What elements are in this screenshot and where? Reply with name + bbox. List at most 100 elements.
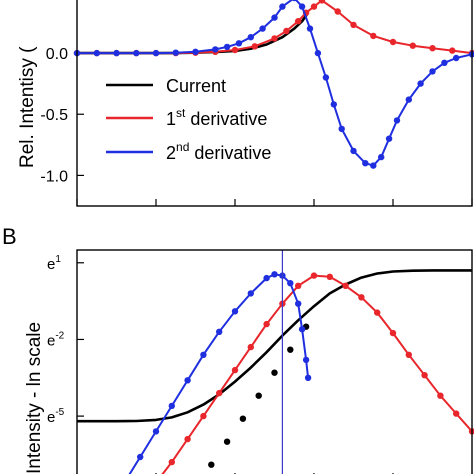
data-point-2nd-derivative (271, 271, 278, 278)
y-tick-label: e-2 (47, 330, 65, 349)
data-point-1st-derivative (374, 309, 381, 316)
legend-label-second-derivative: 2nd derivative (166, 140, 271, 163)
data-point-1st-derivative (231, 46, 239, 54)
legend: Current 1st derivative 2nd derivative (106, 76, 271, 163)
data-point-2nd-derivative (137, 453, 144, 461)
data-point-2nd-derivative (113, 49, 120, 57)
data-point-current-dotted (255, 392, 262, 399)
data-point-2nd-derivative (212, 46, 219, 53)
data-point-2nd-derivative (271, 14, 278, 21)
legend-label-current: Current (166, 76, 226, 96)
data-point-2nd-derivative (429, 68, 436, 75)
data-point-2nd-derivative (93, 49, 101, 57)
data-point-current-dotted (239, 415, 247, 422)
data-point-2nd-derivative (279, 3, 286, 10)
data-point-2nd-derivative (259, 25, 266, 32)
data-point-1st-derivative (342, 282, 349, 289)
panel-a-y-ticks: 0.0 -0.5 -1.0 (40, 46, 84, 185)
data-point-2nd-derivative (370, 162, 377, 169)
data-point-2nd-derivative (393, 117, 401, 124)
data-point-2nd-derivative (306, 25, 314, 32)
data-point-1st-derivative (358, 294, 365, 301)
data-point-2nd-derivative (338, 125, 345, 133)
data-point-1st-derivative (247, 343, 254, 351)
data-point-2nd-derivative (453, 54, 460, 62)
y-tick-label: 0.0 (46, 46, 68, 63)
data-point-2nd-derivative (441, 59, 448, 66)
data-point-1st-derivative (389, 38, 397, 46)
data-point-current-dotted (223, 438, 231, 445)
data-point-2nd-derivative (223, 43, 231, 51)
data-point-1st-derivative (168, 458, 175, 466)
data-point-1st-derivative (295, 282, 302, 289)
data-point-2nd-derivative (192, 48, 199, 55)
y-tick-label: -1.0 (40, 168, 68, 185)
data-point-2nd-derivative (172, 49, 179, 56)
data-point-1st-derivative (326, 273, 333, 280)
y-tick-label: -0.5 (40, 107, 68, 124)
panel-b-ylabel: Intensity - ln scale (24, 322, 45, 474)
data-point-2nd-derivative (322, 74, 330, 81)
data-point-1st-derivative (437, 392, 444, 399)
data-point-2nd-derivative (247, 34, 254, 41)
data-point-2nd-derivative (314, 49, 322, 57)
data-point-2nd-derivative (168, 402, 175, 410)
panel-a-series (73, 0, 474, 169)
data-point-current-dotted (287, 346, 294, 353)
data-point-current-dotted (271, 369, 278, 376)
data-point-2nd-derivative (378, 153, 385, 161)
data-point-2nd-derivative (152, 428, 160, 435)
panel-b: B Intensity - ln scale e1 e-2 e-5 (2, 224, 474, 474)
data-point-1st-derivative (310, 272, 318, 279)
data-point-2nd-derivative (350, 147, 357, 155)
data-point-1st-derivative (453, 410, 460, 417)
data-point-2nd-derivative (231, 308, 239, 315)
panel-a-x-ticks (76, 199, 473, 206)
data-point-1st-derivative (231, 366, 239, 374)
series-line-current (77, 269, 472, 423)
data-point-1st-derivative (271, 35, 278, 42)
data-point-2nd-derivative (133, 49, 140, 57)
panel-b-series (77, 269, 474, 474)
data-point-2nd-derivative (200, 351, 207, 358)
data-point-2nd-derivative (362, 160, 369, 167)
data-point-2nd-derivative (291, 0, 297, 2)
data-point-2nd-derivative (417, 80, 424, 87)
data-point-1st-derivative (216, 389, 223, 397)
data-point-2nd-derivative (287, 280, 294, 287)
y-tick-label: e1 (47, 254, 61, 273)
data-point-2nd-derivative (216, 328, 223, 335)
data-point-2nd-derivative (304, 374, 312, 381)
data-point-2nd-derivative (385, 135, 393, 142)
data-point-2nd-derivative (298, 3, 306, 10)
data-point-1st-derivative (200, 412, 207, 420)
panel-b-y-ticks: e1 e-2 e-5 (47, 254, 84, 426)
data-point-1st-derivative (251, 43, 258, 50)
data-point-2nd-derivative (330, 101, 337, 108)
data-point-1st-derivative (389, 329, 397, 337)
data-point-1st-derivative (350, 21, 357, 29)
data-point-2nd-derivative (302, 356, 310, 364)
series-line-2nd-derivative (77, 0, 473, 167)
data-point-current-dotted (208, 461, 215, 468)
data-point-2nd-derivative (235, 40, 243, 47)
panel-a-frame (76, 0, 473, 207)
data-point-2nd-derivative (263, 274, 270, 282)
data-point-1st-derivative (429, 45, 436, 52)
data-point-1st-derivative (334, 8, 341, 15)
data-point-1st-derivative (405, 351, 412, 358)
panel-a-ylabel: Rel. Intentisy ( (17, 46, 38, 168)
data-point-1st-derivative (449, 47, 456, 54)
data-point-2nd-derivative (405, 96, 412, 103)
data-point-2nd-derivative (298, 326, 306, 333)
data-point-1st-derivative (295, 18, 302, 25)
panel-b-frame (76, 249, 473, 474)
panel-b-label: B (2, 224, 17, 249)
data-point-1st-derivative (409, 42, 416, 49)
data-point-1st-derivative (184, 435, 191, 443)
y-tick-label: e-5 (47, 407, 65, 426)
legend-label-first-derivative: 1st derivative (166, 106, 267, 129)
data-point-1st-derivative (263, 320, 270, 328)
data-point-2nd-derivative (295, 300, 302, 307)
